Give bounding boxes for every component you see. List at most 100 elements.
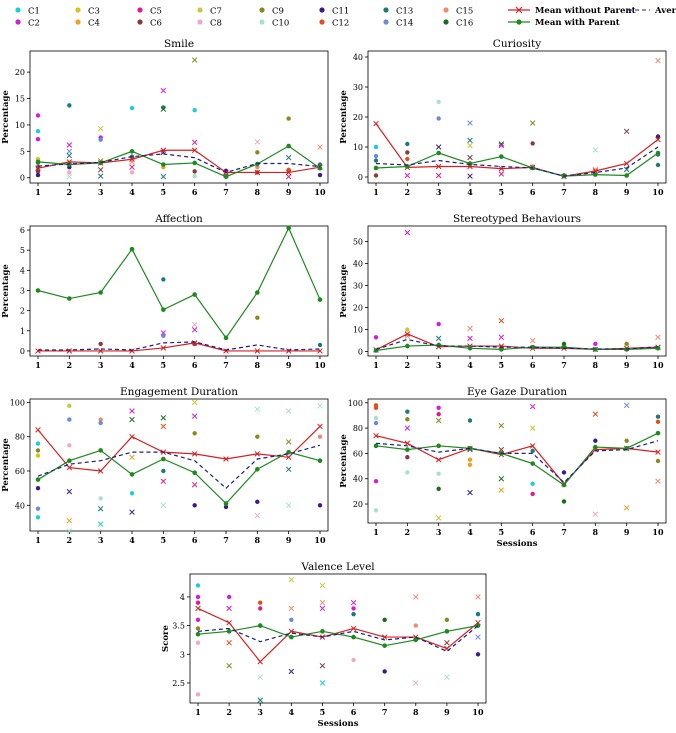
series-marker-mean-with-parent — [98, 160, 103, 166]
series-marker-mean-with-parent — [195, 631, 201, 637]
point-c9 — [255, 315, 260, 320]
y-tick-label: 20 — [353, 304, 363, 313]
point-c11 — [255, 499, 260, 505]
series-marker-mean-with-parent — [223, 174, 229, 179]
point-c7 — [319, 582, 326, 589]
point-c10 — [592, 147, 599, 153]
series-marker-mean-with-parent — [35, 159, 41, 165]
x-tick-label: 8 — [593, 527, 599, 537]
point-c14 — [475, 634, 481, 640]
legend-label-mean-with: Mean with Parent — [535, 18, 620, 28]
series-marker-mean-with-parent — [320, 629, 325, 634]
point-c11 — [317, 503, 323, 508]
point-c6 — [444, 640, 450, 646]
y-axis-label: Percentage — [1, 438, 11, 492]
point-c10 — [405, 470, 410, 475]
chart-title: Curiosity — [493, 38, 541, 50]
x-tick-label: 6 — [192, 187, 198, 197]
point-c2 — [35, 113, 41, 118]
y-tick-label: 2.5 — [172, 679, 185, 688]
point-c7 — [467, 142, 473, 149]
point-c2 — [373, 335, 379, 340]
x-tick-label: 8 — [593, 187, 599, 197]
series-marker-mean-without-parent — [191, 147, 198, 154]
y-tick-label: 80 — [15, 433, 25, 442]
series-marker-mean-with-parent — [655, 430, 661, 436]
y-tick-label: 20 — [353, 113, 363, 122]
point-c4 — [623, 505, 630, 511]
point-c11 — [655, 134, 661, 139]
series-marker-mean-with-parent — [98, 448, 103, 453]
point-c13 — [467, 418, 473, 423]
legend-label-c16: C16 — [456, 19, 473, 29]
legend-marker-c13 — [383, 7, 389, 13]
point-c3 — [35, 453, 41, 458]
y-tick-label: 100 — [348, 399, 363, 408]
point-c10 — [98, 496, 103, 501]
point-c15 — [655, 478, 661, 484]
series-marker-mean-without-parent — [435, 456, 442, 463]
point-c9 — [226, 662, 232, 669]
legend-marker-c14 — [383, 19, 389, 25]
series-marker-mean-with-parent — [593, 347, 598, 352]
series-marker-mean-without-parent — [285, 454, 292, 461]
point-c10 — [257, 674, 263, 680]
y-tick-label: 20 — [15, 68, 25, 77]
series-marker-mean-with-parent — [467, 345, 473, 351]
point-c14 — [436, 116, 441, 121]
point-c11 — [35, 485, 41, 491]
series-marker-mean-with-parent — [499, 347, 504, 352]
x-tick-label: 1 — [373, 360, 379, 370]
point-c8 — [254, 139, 261, 145]
x-tick-label: 8 — [255, 187, 261, 197]
point-c8 — [351, 657, 356, 663]
series-marker-mean-with-parent — [436, 150, 441, 156]
point-c8 — [67, 443, 72, 448]
x-tick-label: 7 — [223, 535, 229, 545]
y-tick-label: 40 — [353, 475, 363, 484]
x-tick-label: 10 — [314, 535, 326, 545]
x-tick-label: 2 — [67, 535, 73, 545]
point-c13 — [623, 166, 630, 173]
point-c15 — [413, 594, 419, 600]
legend-label-c4: C4 — [88, 19, 100, 29]
point-c2 — [191, 413, 198, 419]
x-tick-label: 10 — [652, 360, 664, 370]
point-c6 — [373, 173, 379, 178]
x-tick-label: 9 — [624, 360, 630, 370]
y-tick-label: 0 — [20, 347, 25, 356]
point-c6 — [467, 154, 473, 161]
y-tick-label: 15 — [15, 95, 25, 104]
point-c8 — [592, 511, 599, 517]
series-marker-mean-without-parent — [655, 449, 661, 455]
x-tick-label: 10 — [652, 527, 664, 537]
y-tick-label: 1 — [20, 327, 25, 336]
point-c6 — [319, 662, 326, 669]
point-c5 — [191, 481, 198, 488]
series-marker-mean-with-parent — [255, 466, 260, 472]
legend-label-c6: C6 — [150, 19, 162, 29]
y-tick-label: 4 — [20, 266, 25, 275]
series-marker-mean-without-parent — [195, 605, 201, 612]
point-c15 — [475, 594, 481, 600]
series-marker-mean-with-parent — [223, 335, 229, 341]
point-c11 — [35, 172, 41, 178]
point-c14 — [467, 120, 473, 126]
point-c13 — [161, 468, 166, 474]
point-c1 — [195, 583, 201, 588]
point-c2 — [195, 617, 201, 623]
series-line-mean-without-parent — [375, 435, 659, 485]
point-c15 — [319, 599, 326, 606]
series-marker-mean-with-parent — [223, 501, 229, 506]
series-marker-mean-with-parent — [286, 449, 291, 455]
series-marker-mean-with-parent — [593, 444, 598, 450]
point-c16 — [436, 486, 441, 492]
point-c14 — [161, 333, 166, 339]
series-line-mean-without-parent — [38, 342, 320, 352]
x-tick-label: 7 — [382, 707, 388, 717]
x-tick-label: 9 — [624, 527, 630, 537]
point-c8 — [195, 692, 201, 697]
legend-label-c8: C8 — [210, 19, 222, 29]
point-c5 — [498, 171, 505, 177]
point-c15 — [129, 159, 135, 165]
